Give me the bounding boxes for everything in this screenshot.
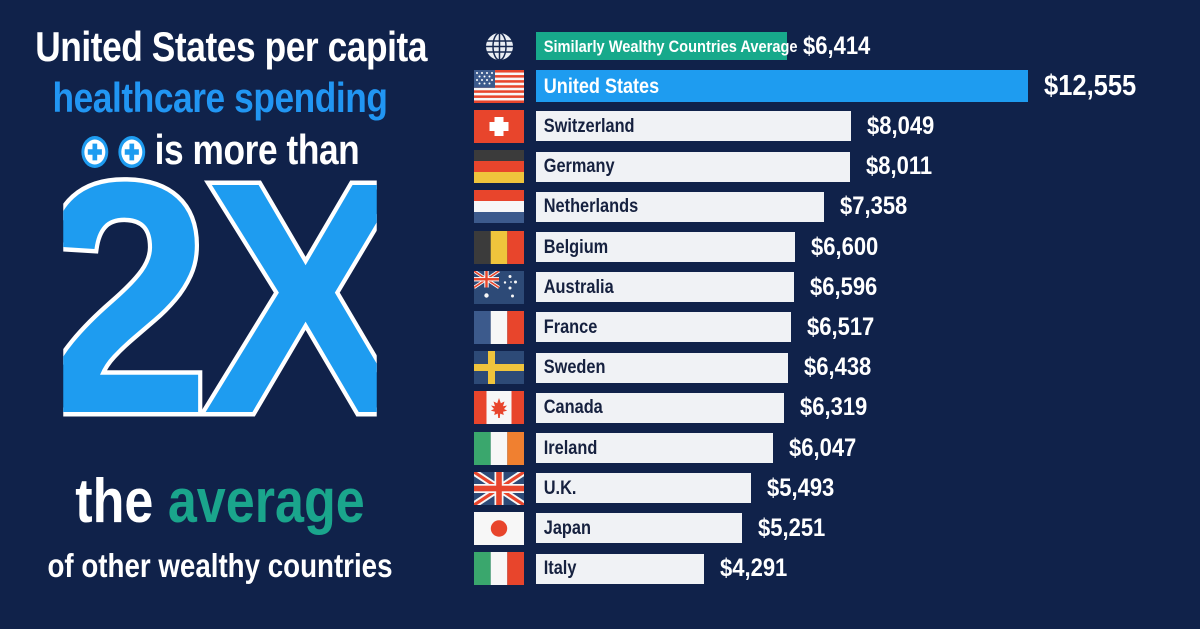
chart-row: Similarly Wealthy Countries Average $6,41… — [460, 26, 879, 66]
bar-label: Germany — [543, 156, 615, 178]
medical-cross-icon — [81, 132, 110, 169]
headline-block: United States per capita healthcare spen… — [0, 24, 440, 172]
bar-label: France — [543, 316, 598, 338]
bar-ireland: Ireland — [536, 433, 773, 463]
flag-ca — [474, 391, 524, 425]
flag-nl — [474, 190, 524, 224]
bar-value: $6,319 — [800, 393, 868, 422]
multiplier-value: 2X — [63, 160, 377, 460]
bar-label: Italy — [543, 558, 577, 580]
bar-value: $8,049 — [867, 111, 935, 140]
flag-be — [474, 230, 524, 264]
flag-se — [474, 351, 524, 385]
headline-line-2: healthcare spending — [52, 74, 388, 122]
bar-label: U.K. — [543, 477, 577, 499]
bar-label: Sweden — [543, 357, 606, 379]
flag-de — [474, 150, 524, 184]
chart-row: U.K. $5,493 — [460, 468, 843, 508]
bar-value: $5,493 — [767, 473, 835, 502]
subhead-the: the — [75, 467, 154, 536]
chart-row: Italy $4,291 — [460, 549, 796, 589]
bar-value: $8,011 — [866, 152, 933, 181]
bar-value: $4,291 — [720, 554, 788, 583]
bar-label: Switzerland — [543, 115, 635, 137]
bar-value: $6,438 — [804, 353, 872, 382]
flag-ch — [474, 109, 524, 143]
chart-row: Japan $5,251 — [460, 508, 834, 548]
bar-label: United States — [543, 74, 660, 98]
bar-germany: Germany — [536, 151, 850, 182]
bar-canada: Canada — [536, 392, 784, 423]
headline-line-3-wrap: is more than — [35, 125, 405, 173]
flag-gb — [474, 472, 524, 505]
bar-italy: Italy — [536, 553, 704, 584]
flag-ie — [474, 431, 524, 465]
bar-belgium: Belgium — [536, 232, 795, 262]
bar-u-k: U.K. — [536, 473, 751, 504]
bar-value: $6,047 — [789, 433, 857, 462]
spending-bar-chart: Similarly Wealthy Countries Average $6,41… — [460, 0, 1200, 629]
headline-line-1: United States per capita — [35, 23, 428, 70]
bar-united-states: United States — [536, 70, 1028, 103]
bar-netherlands: Netherlands — [536, 191, 824, 222]
subhead-line: the average — [35, 470, 405, 534]
headline-panel: United States per capita healthcare spen… — [0, 0, 460, 629]
bar-japan: Japan — [536, 513, 742, 544]
flag-jp — [474, 511, 524, 545]
chart-row: Germany $8,011 — [460, 147, 941, 187]
bar-value: $6,517 — [807, 312, 875, 341]
bar-label: Canada — [543, 397, 603, 419]
flag-it — [474, 552, 524, 586]
bar-label: Similarly Wealthy Countries Average — [543, 36, 798, 56]
flag-au — [474, 270, 524, 304]
bar-label: Australia — [543, 276, 614, 298]
subhead-average: average — [167, 467, 365, 536]
chart-row: United States $12,555 — [460, 66, 1149, 106]
multiplier-svg: 2X — [63, 160, 377, 460]
flag-fr — [474, 310, 524, 344]
chart-row: Ireland $6,047 — [460, 428, 865, 468]
bar-value: $6,600 — [811, 232, 879, 261]
bar-label: Netherlands — [543, 196, 639, 218]
multiplier-graphic: 2X — [11, 160, 429, 460]
bar-label: Japan — [543, 517, 591, 539]
medical-cross-icon-2 — [118, 132, 147, 169]
bar-value: $6,414 — [803, 31, 871, 60]
chart-row: Australia $6,596 — [460, 267, 886, 307]
bar-label: Ireland — [543, 437, 598, 459]
chart-row: France $6,517 — [460, 307, 883, 347]
chart-row: Belgium $6,600 — [460, 227, 887, 267]
chart-row: Sweden $6,438 — [460, 348, 880, 388]
flag-us — [474, 69, 524, 103]
subhead-footer: of other wealthy countries — [47, 547, 393, 584]
bar-value: $7,358 — [840, 192, 908, 221]
bar-value: $6,596 — [810, 272, 878, 301]
bar-sweden: Sweden — [536, 352, 788, 383]
bar-label: Belgium — [543, 236, 609, 258]
bar-switzerland: Switzerland — [536, 111, 851, 142]
chart-row: Canada $6,319 — [460, 388, 876, 428]
bar-similarly-wealthy-countries-average: Similarly Wealthy Countries Average — [536, 32, 798, 60]
bar-australia: Australia — [536, 272, 794, 303]
bar-value: $12,555 — [1044, 69, 1137, 102]
headline-line-3: is more than — [154, 125, 360, 173]
chart-row: Switzerland $8,049 — [460, 106, 943, 146]
chart-row: Netherlands $7,358 — [460, 187, 916, 227]
bar-france: France — [536, 312, 791, 343]
globe-icon — [474, 30, 524, 63]
bar-value: $5,251 — [758, 513, 826, 542]
